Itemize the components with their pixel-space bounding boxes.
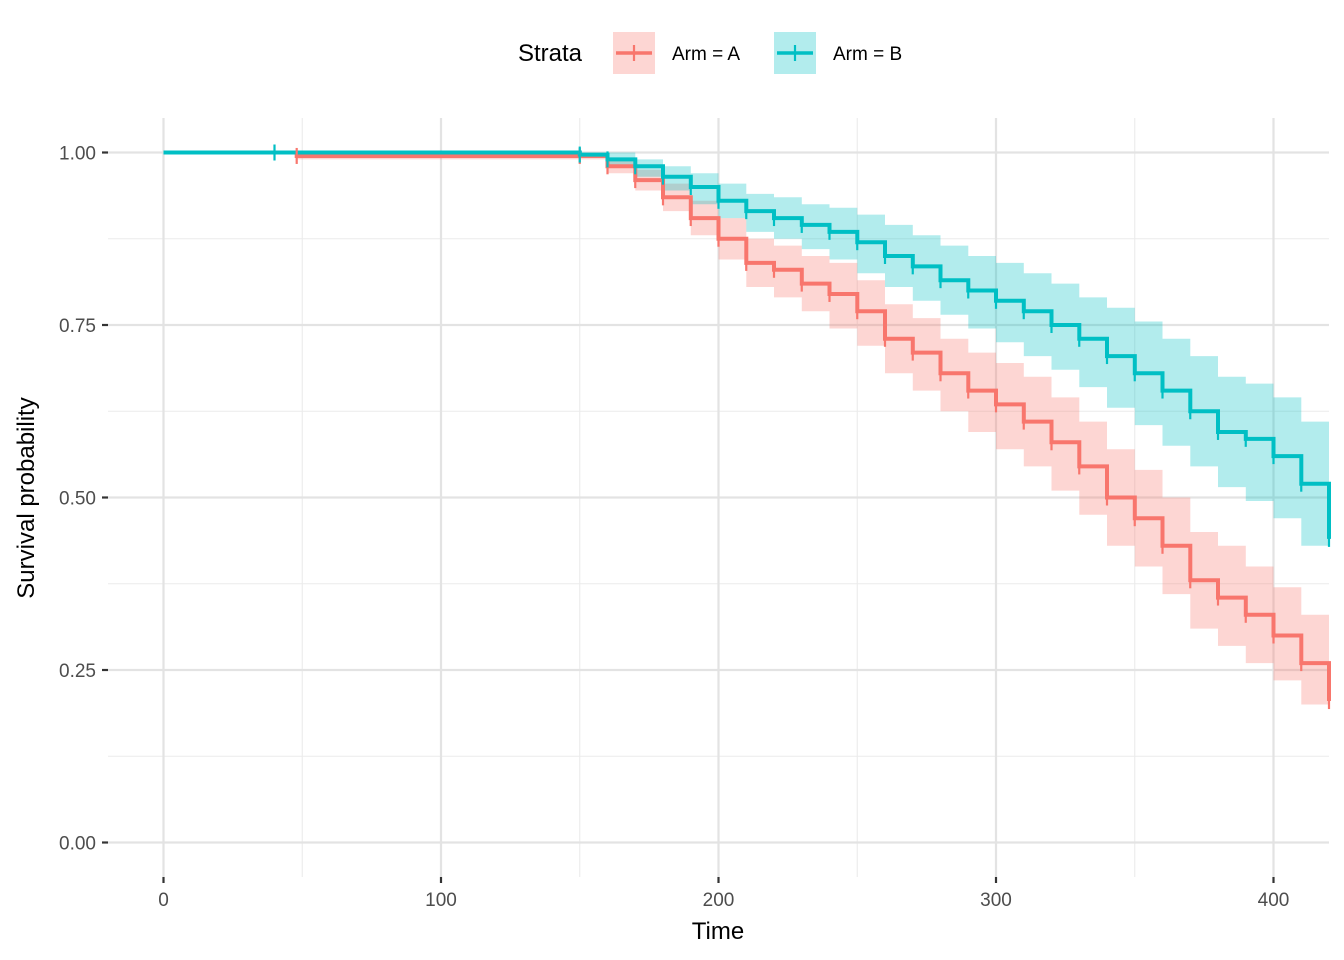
y-axis-title: Survival probability (13, 397, 40, 598)
x-axis-title: Time (692, 918, 744, 945)
legend-label-arm-b: Arm = B (833, 44, 902, 65)
legend: Strata Arm = A Arm = B (518, 32, 902, 74)
y-tick-label: 1.00 (59, 144, 96, 165)
x-tick-label: 200 (703, 890, 735, 911)
confidence-bands (163, 152, 1329, 729)
axes: 0.00 0.25 0.50 0.75 1.00 0 100 200 300 400 (59, 144, 1289, 912)
confidence-band-arm-a (163, 152, 1329, 729)
x-tick-label: 100 (425, 890, 457, 911)
legend-key-arm-a (613, 32, 655, 74)
y-tick-label: 0.00 (59, 834, 96, 855)
legend-key-arm-b (774, 32, 816, 74)
confidence-band-arm-b (163, 152, 1329, 588)
y-tick-label: 0.25 (59, 661, 96, 682)
censor-marks (273, 144, 1331, 710)
legend-label-arm-a: Arm = A (672, 44, 740, 65)
survival-curve-arm-a (163, 150, 1331, 701)
x-tick-label: 400 (1258, 890, 1290, 911)
y-tick-label: 0.75 (59, 316, 96, 337)
legend-title: Strata (518, 40, 583, 67)
x-tick-label: 300 (980, 890, 1012, 911)
y-tick-label: 0.50 (59, 489, 96, 510)
x-tick-label: 0 (158, 890, 169, 911)
